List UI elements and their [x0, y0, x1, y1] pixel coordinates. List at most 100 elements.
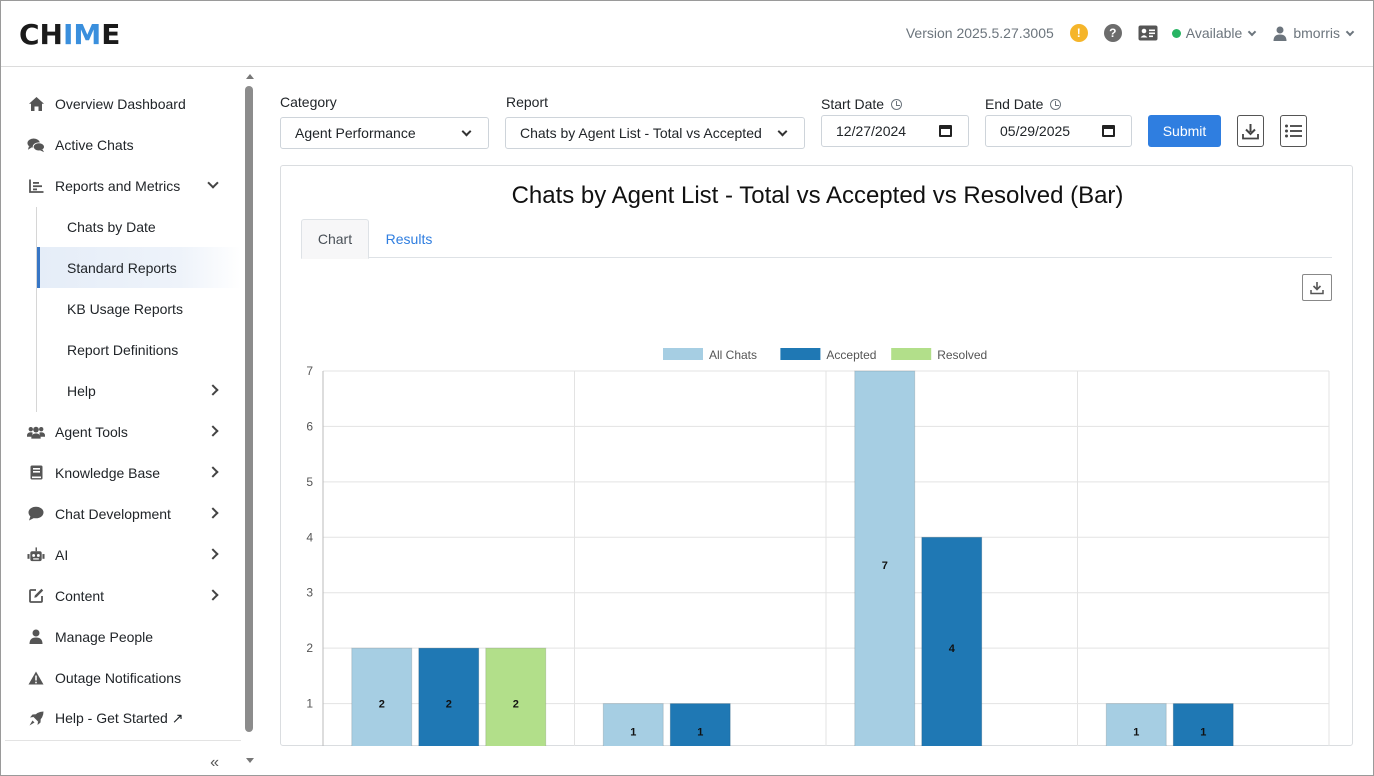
- sidebar-subitem-label: Report Definitions: [67, 341, 179, 358]
- category-select[interactable]: Agent Performance: [280, 117, 489, 149]
- submenu-guide-line: [36, 207, 37, 412]
- data-label: 2: [513, 699, 519, 711]
- report-title: Chats by Agent List - Total vs Accepted …: [511, 182, 1124, 209]
- sidebar-subitem-label: Help: [67, 382, 96, 399]
- bar-chart: 01234567All ChatsAcceptedResolved222Prim…: [306, 348, 1330, 746]
- person-icon: [27, 628, 45, 646]
- version-text: Version 2025.5.27.3005: [905, 25, 1054, 41]
- clock-icon: [891, 99, 903, 110]
- sidebar-item-agent-tools[interactable]: Agent Tools: [5, 411, 241, 452]
- status-dropdown[interactable]: Available: [1171, 25, 1257, 41]
- calendar-icon[interactable]: [939, 125, 952, 137]
- sidebar-subitem-label: Chats by Date: [67, 218, 156, 235]
- sidebar-subitem-chats-by-date[interactable]: Chats by Date: [37, 206, 241, 247]
- book-icon: [27, 464, 45, 482]
- bar: [485, 647, 547, 746]
- scroll-down-arrow-icon[interactable]: [246, 758, 254, 763]
- list-view-button[interactable]: [1280, 115, 1307, 147]
- sidebar-item-overview-dashboard[interactable]: Overview Dashboard: [5, 83, 241, 124]
- start-date-input[interactable]: 12/27/2024: [821, 115, 969, 147]
- status-dot-icon: [1171, 28, 1181, 38]
- scrollbar-thumb[interactable]: [245, 86, 253, 732]
- sidebar-item-ai[interactable]: AI: [5, 534, 241, 575]
- sidebar-item-help-get-started[interactable]: Help - Get Started ↗: [5, 698, 241, 739]
- tab-chart[interactable]: Chart: [301, 219, 369, 259]
- alert-icon[interactable]: !: [1069, 24, 1088, 42]
- sidebar-item-content[interactable]: Content: [5, 575, 241, 616]
- report-card: Chats by Agent List - Total vs Accepted …: [280, 165, 1353, 746]
- edit-icon: [27, 587, 45, 605]
- sidebar-item-label: Overview Dashboard: [55, 95, 186, 112]
- main-content: Category Agent Performance Report Chats …: [261, 68, 1373, 774]
- report-select[interactable]: Chats by Agent List - Total vs Accepted: [505, 117, 805, 149]
- sidebar-item-manage-people[interactable]: Manage People: [5, 616, 241, 657]
- logo-text-pre: CH: [19, 17, 63, 51]
- robot-icon: [27, 546, 45, 564]
- chart-list-icon: [27, 177, 45, 195]
- sidebar-footer: «: [5, 740, 241, 774]
- chevron-right-icon: [207, 548, 219, 560]
- scroll-up-arrow-icon[interactable]: [246, 74, 254, 79]
- data-label: 1: [1133, 726, 1139, 738]
- sidebar-nav: Overview Dashboard Active Chats Reports …: [5, 68, 241, 774]
- bar: [418, 647, 480, 746]
- chats-icon: [27, 136, 45, 154]
- end-date-input[interactable]: 05/29/2025: [985, 115, 1132, 147]
- collapse-sidebar-icon[interactable]: «: [210, 754, 219, 771]
- sidebar-item-label: Reports and Metrics: [55, 177, 181, 194]
- sidebar-subitem-label: KB Usage Reports: [67, 300, 183, 317]
- legend-swatch: [780, 348, 821, 360]
- sidebar-item-label: Active Chats: [55, 136, 134, 153]
- chime-logo[interactable]: CH IM E: [19, 17, 121, 51]
- submit-button[interactable]: Submit: [1148, 115, 1221, 147]
- sidebar-subitem-report-definitions[interactable]: Report Definitions: [37, 329, 241, 370]
- data-label: 1: [697, 726, 703, 738]
- chevron-down-icon: [207, 177, 219, 189]
- sidebar-item-reports-and-metrics[interactable]: Reports and Metrics: [5, 165, 241, 206]
- download-icon: [1310, 281, 1324, 294]
- tab-results[interactable]: Results: [385, 230, 433, 247]
- sidebar-subitem-label: Standard Reports: [67, 259, 177, 276]
- report-tabs: Chart Results: [301, 219, 1332, 259]
- sidebar-item-outage-notifications[interactable]: Outage Notifications: [5, 657, 241, 698]
- sidebar-item-chat-development[interactable]: Chat Development: [5, 493, 241, 534]
- list-icon: [1285, 124, 1302, 138]
- y-tick-label: 6: [306, 419, 313, 433]
- clock-icon: [1050, 99, 1062, 110]
- sidebar-subitem-standard-reports[interactable]: Standard Reports: [37, 247, 241, 288]
- calendar-icon[interactable]: [1102, 125, 1115, 137]
- end-date-label: End Date: [985, 96, 1062, 112]
- bar: [1105, 703, 1167, 746]
- start-date-label: Start Date: [821, 96, 903, 112]
- status-text: Available: [1185, 25, 1243, 41]
- help-icon[interactable]: ?: [1103, 24, 1122, 42]
- logo-text-post: E: [101, 17, 121, 51]
- start-date-value: 12/27/2024: [836, 123, 907, 139]
- home-icon: [27, 95, 45, 113]
- sidebar-item-active-chats[interactable]: Active Chats: [5, 124, 241, 165]
- sidebar-subitem-kb-usage-reports[interactable]: KB Usage Reports: [37, 288, 241, 329]
- sidebar-item-label: Help - Get Started ↗: [55, 710, 184, 726]
- download-button[interactable]: [1237, 115, 1264, 147]
- data-label: 1: [1200, 726, 1206, 738]
- username-text: bmorris: [1293, 25, 1340, 41]
- user-menu[interactable]: bmorris: [1273, 25, 1355, 41]
- start-date-label-text: Start Date: [821, 96, 885, 112]
- y-tick-label: 5: [306, 475, 313, 489]
- sidebar: Overview Dashboard Active Chats Reports …: [5, 68, 257, 774]
- rocket-icon: [27, 710, 45, 728]
- sidebar-item-label: Knowledge Base: [55, 464, 161, 481]
- legend-label: Accepted: [826, 348, 876, 362]
- sidebar-scrollbar[interactable]: [243, 68, 255, 774]
- id-card-icon[interactable]: [1138, 25, 1158, 41]
- bar: [669, 703, 731, 746]
- users-icon: [27, 423, 45, 441]
- sidebar-subitem-help[interactable]: Help: [37, 370, 241, 411]
- y-tick-label: 7: [306, 364, 313, 378]
- chart-download-button[interactable]: [1302, 274, 1332, 301]
- header-right: Version 2025.5.27.3005 ! ? Available: [905, 21, 1355, 45]
- category-label: Category: [280, 94, 337, 110]
- comment-icon: [27, 505, 45, 523]
- sidebar-item-knowledge-base[interactable]: Knowledge Base: [5, 452, 241, 493]
